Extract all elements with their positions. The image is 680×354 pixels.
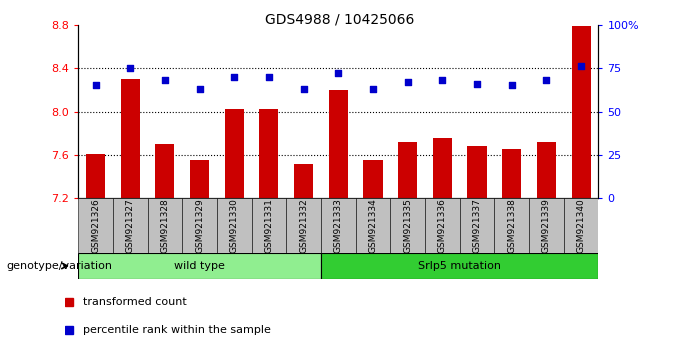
- Text: GSM921329: GSM921329: [195, 198, 204, 253]
- Bar: [217, 198, 252, 253]
- Text: GSM921327: GSM921327: [126, 198, 135, 253]
- Bar: [502, 149, 522, 198]
- Text: Srlp5 mutation: Srlp5 mutation: [418, 261, 501, 271]
- Bar: [529, 198, 564, 253]
- Bar: [190, 160, 209, 198]
- Point: [194, 86, 205, 92]
- Bar: [467, 146, 487, 198]
- Point: [575, 64, 586, 69]
- Point: [437, 78, 447, 83]
- Bar: [494, 198, 529, 253]
- Bar: [259, 109, 279, 198]
- Point: [367, 86, 378, 92]
- Bar: [78, 198, 113, 253]
- Point: [541, 78, 551, 83]
- Text: GSM921334: GSM921334: [369, 198, 377, 253]
- Text: GSM921335: GSM921335: [403, 198, 412, 253]
- Bar: [120, 79, 140, 198]
- Point: [263, 74, 274, 80]
- Text: percentile rank within the sample: percentile rank within the sample: [83, 325, 271, 335]
- Text: GSM921331: GSM921331: [265, 198, 273, 253]
- Bar: [425, 198, 460, 253]
- Bar: [571, 26, 591, 198]
- Bar: [321, 198, 356, 253]
- Point: [506, 82, 517, 88]
- Text: GSM921333: GSM921333: [334, 198, 343, 253]
- Text: GDS4988 / 10425066: GDS4988 / 10425066: [265, 12, 415, 27]
- Bar: [356, 198, 390, 253]
- Bar: [148, 198, 182, 253]
- Bar: [390, 198, 425, 253]
- Text: GSM921338: GSM921338: [507, 198, 516, 253]
- Point: [90, 82, 101, 88]
- Bar: [182, 198, 217, 253]
- Text: GSM921328: GSM921328: [160, 198, 169, 253]
- Point: [298, 86, 309, 92]
- Bar: [398, 142, 418, 198]
- Bar: [363, 160, 383, 198]
- Text: GSM921330: GSM921330: [230, 198, 239, 253]
- Point: [402, 79, 413, 85]
- Text: GSM921340: GSM921340: [577, 198, 585, 253]
- Text: genotype/variation: genotype/variation: [7, 261, 113, 271]
- Bar: [564, 198, 598, 253]
- Text: GSM921332: GSM921332: [299, 198, 308, 253]
- Bar: [460, 198, 494, 253]
- Text: transformed count: transformed count: [83, 297, 187, 307]
- Point: [124, 65, 135, 71]
- Bar: [328, 90, 348, 198]
- Bar: [78, 253, 321, 279]
- Bar: [155, 144, 175, 198]
- Bar: [113, 198, 148, 253]
- Point: [333, 70, 343, 76]
- Bar: [537, 142, 556, 198]
- Bar: [86, 154, 105, 198]
- Point: [159, 78, 170, 83]
- Text: GSM921339: GSM921339: [542, 198, 551, 253]
- Text: wild type: wild type: [174, 261, 225, 271]
- Bar: [286, 198, 321, 253]
- Bar: [432, 137, 452, 198]
- Text: GSM921337: GSM921337: [473, 198, 481, 253]
- Bar: [321, 253, 598, 279]
- Point: [228, 74, 239, 80]
- Text: GSM921326: GSM921326: [91, 198, 100, 253]
- Text: GSM921336: GSM921336: [438, 198, 447, 253]
- Point: [471, 81, 482, 87]
- Bar: [252, 198, 286, 253]
- Bar: [294, 164, 313, 198]
- Bar: [224, 109, 244, 198]
